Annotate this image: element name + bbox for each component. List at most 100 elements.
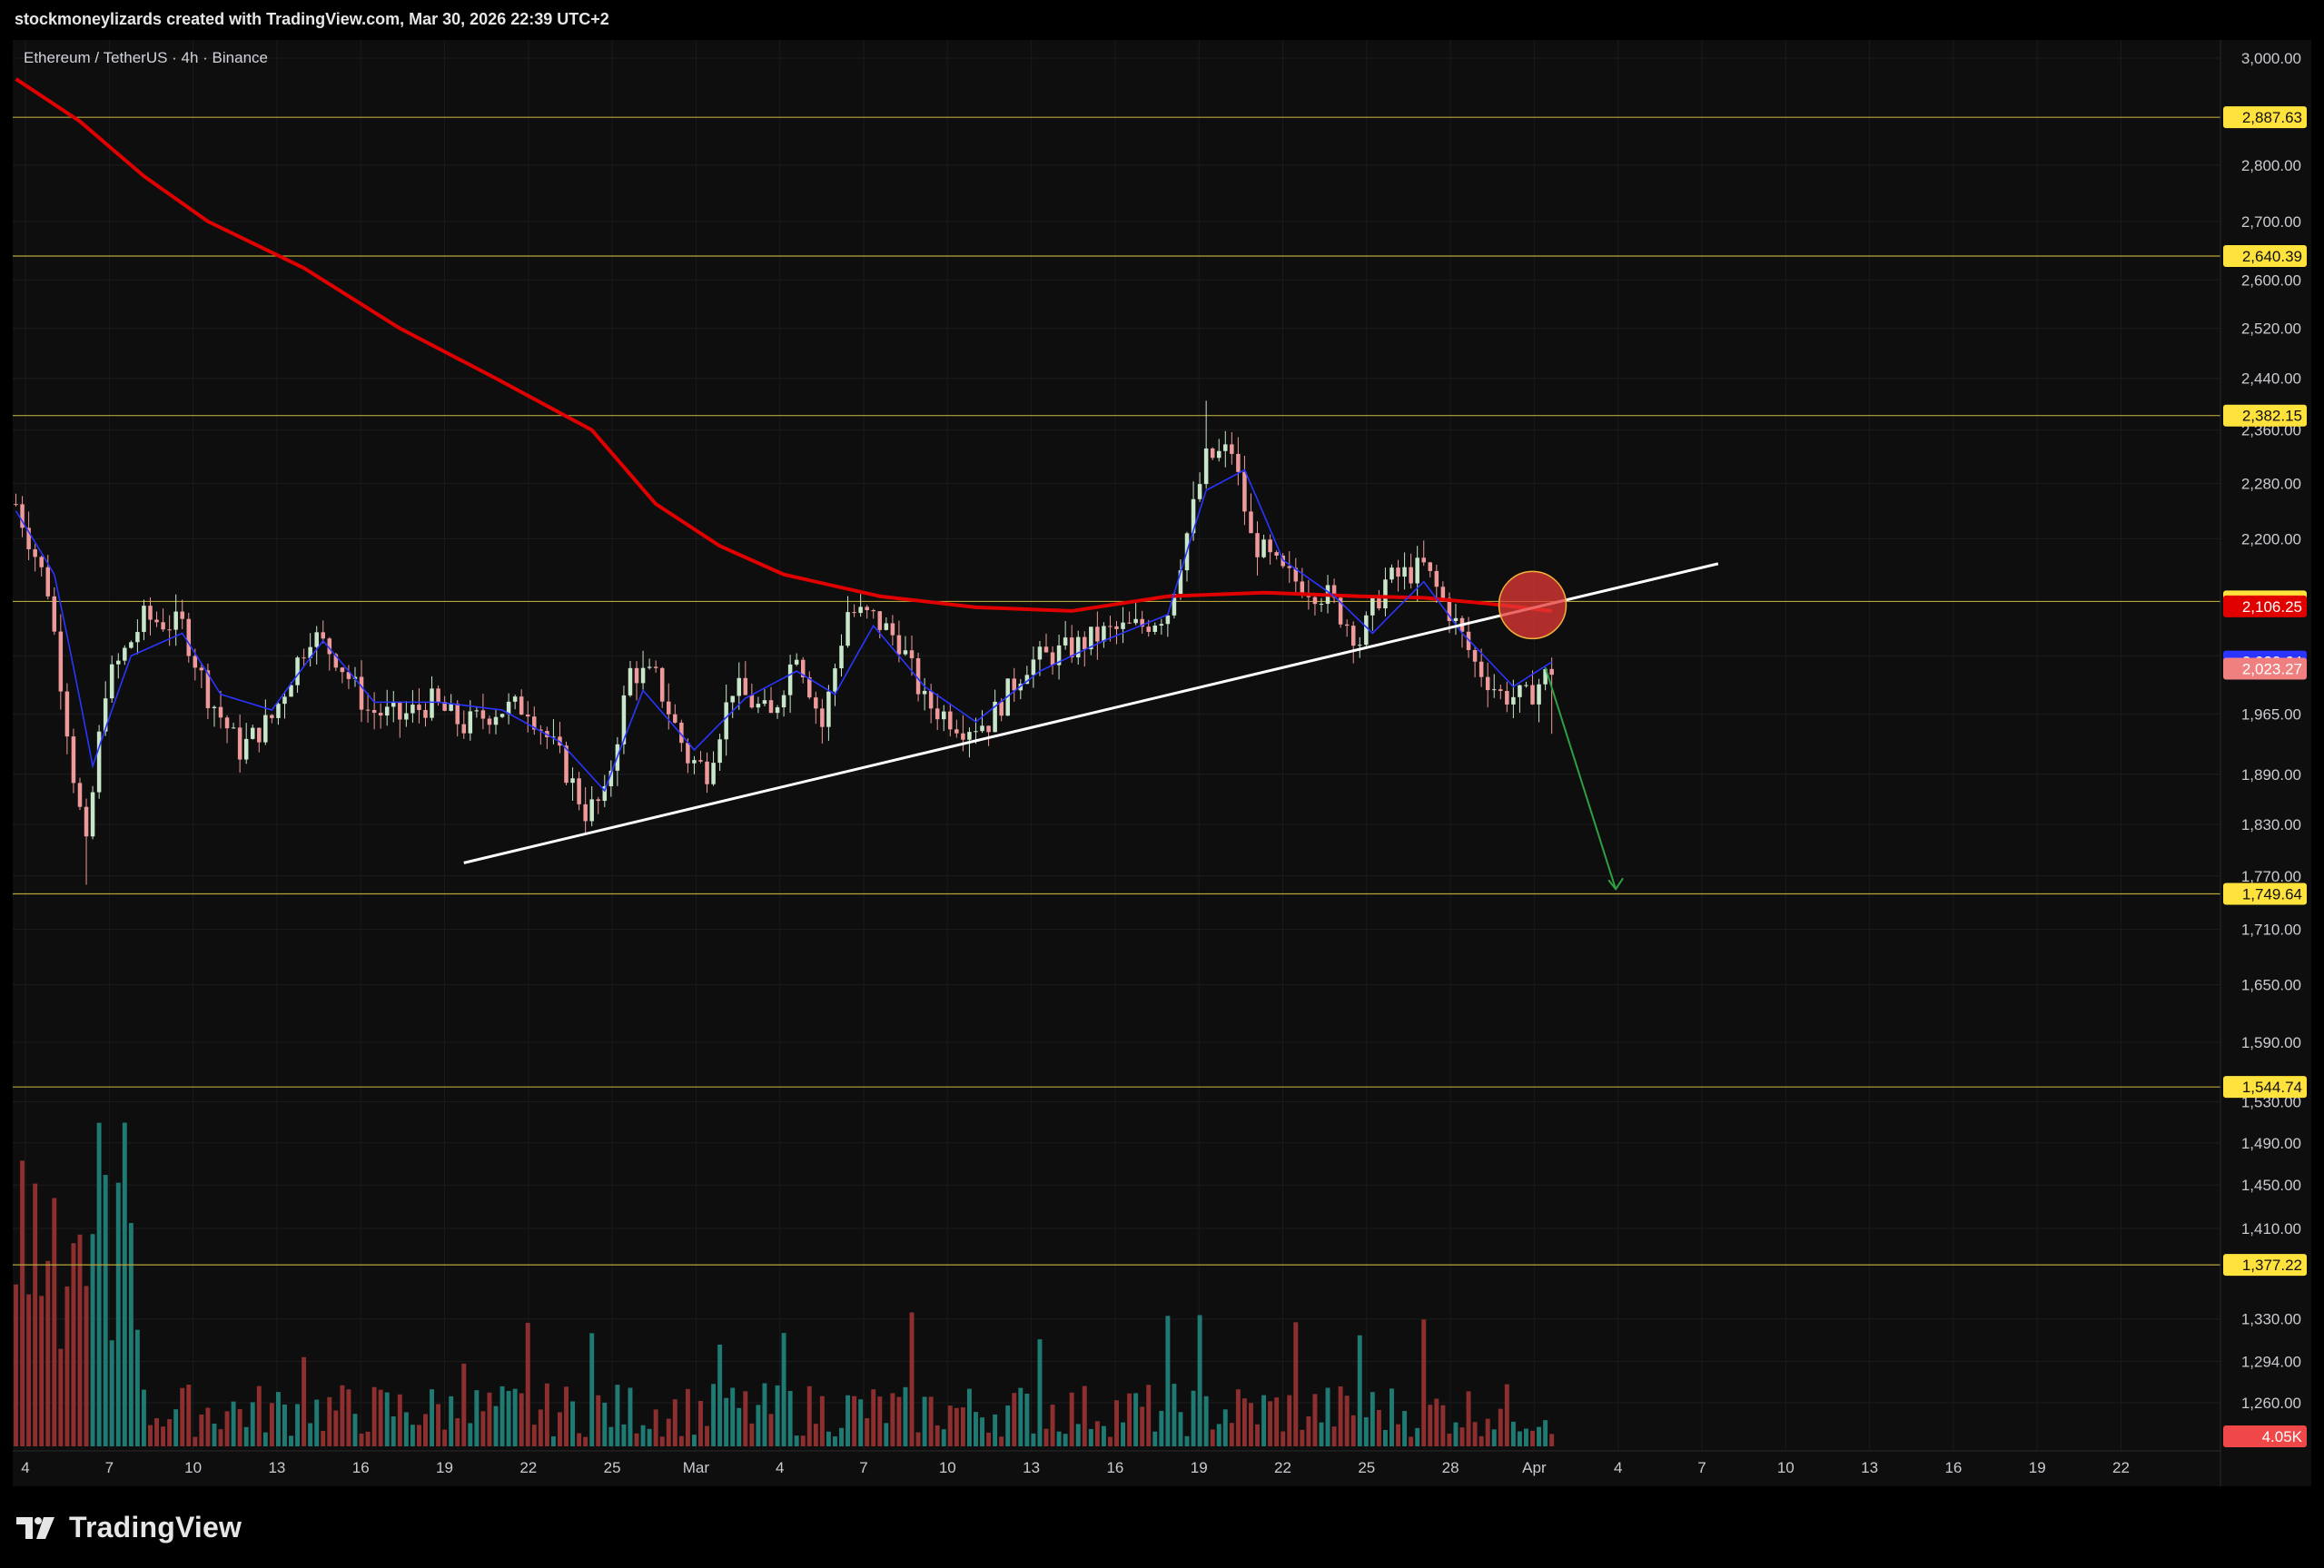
volume-bar	[1389, 1388, 1394, 1446]
volume-bar	[1184, 1435, 1190, 1446]
volume-bar	[103, 1175, 108, 1446]
candle-body	[474, 710, 480, 712]
candle-body	[289, 685, 293, 697]
rejection-highlight-circle[interactable]	[1498, 570, 1567, 640]
candle-body	[602, 785, 608, 802]
candle-body	[167, 629, 172, 631]
volume-bar	[570, 1401, 576, 1446]
volume-bar	[1409, 1436, 1414, 1446]
volume-bar	[84, 1286, 89, 1446]
price-tick-label: 1,490.00	[2241, 1135, 2301, 1152]
candle-body	[468, 711, 473, 734]
candle-body	[756, 704, 761, 708]
candle-body	[103, 698, 108, 732]
candle-body	[173, 611, 178, 630]
candle-body	[148, 606, 153, 620]
candle-body	[941, 711, 946, 720]
candle-body	[1421, 557, 1426, 563]
candle-body	[1440, 587, 1446, 598]
volume-bar	[525, 1322, 530, 1446]
volume-tag-bg	[2223, 1425, 2307, 1447]
volume-bar	[717, 1344, 723, 1446]
volume-bar	[1249, 1403, 1253, 1446]
volume-bar	[1088, 1428, 1093, 1446]
candle-body	[327, 638, 332, 655]
projection-arrow-line[interactable]	[1544, 666, 1617, 890]
volume-bar	[340, 1385, 345, 1446]
candle-body	[39, 557, 44, 567]
candle-body	[980, 725, 984, 732]
time-tick-label: 10	[939, 1459, 956, 1476]
time-tick-label: 22	[1274, 1459, 1291, 1476]
volume-bar	[77, 1234, 83, 1446]
candle-body	[768, 700, 774, 714]
volume-bar	[550, 1436, 556, 1446]
candle-body	[839, 646, 844, 669]
candle-body	[1223, 444, 1228, 451]
candle-body	[423, 710, 428, 718]
volume-bar	[262, 1432, 268, 1446]
volume-bar	[1235, 1389, 1241, 1446]
volume-bar	[173, 1409, 179, 1446]
volume-bar	[45, 1260, 51, 1446]
volume-bar	[314, 1399, 320, 1446]
candle-body	[1114, 626, 1119, 629]
level-price-tag: 2,640.39	[2242, 248, 2302, 265]
candle-body	[442, 702, 447, 711]
level-price-tag-bg	[2223, 1254, 2307, 1277]
volume-bar	[608, 1426, 614, 1446]
volume-bar	[275, 1392, 281, 1446]
volume-bar	[922, 1396, 927, 1446]
volume-bar	[487, 1392, 492, 1446]
candle-body	[250, 727, 255, 739]
time-tick-label: 25	[604, 1459, 621, 1476]
candle-body	[1428, 562, 1433, 571]
volume-bar	[480, 1411, 486, 1446]
candle-body	[1364, 615, 1369, 646]
volume-bar	[154, 1417, 160, 1446]
candle-body	[539, 729, 543, 732]
candle-body	[1466, 631, 1471, 650]
candle-body	[1165, 615, 1171, 625]
candle-body	[64, 691, 70, 737]
volume-bar	[1396, 1424, 1401, 1446]
volume-bar	[39, 1296, 45, 1446]
candle-body	[1358, 645, 1362, 646]
candle-body	[1274, 552, 1279, 556]
candle-body	[116, 660, 121, 665]
candle-body	[922, 690, 927, 695]
volume-bar	[698, 1400, 703, 1446]
volume-bar	[1146, 1385, 1152, 1446]
candle-body	[193, 656, 198, 668]
current-value-tag: 2,023.27	[2242, 660, 2302, 677]
candle-body	[1268, 539, 1272, 553]
volume-bar	[346, 1389, 351, 1446]
level-price-tag-bg	[2223, 106, 2307, 129]
candle-body	[436, 688, 440, 703]
volume-bar	[794, 1435, 799, 1446]
candle-body	[1409, 567, 1413, 584]
volume-bar	[1107, 1436, 1113, 1446]
candle-body	[20, 504, 25, 528]
volume-bar	[1069, 1392, 1074, 1446]
candle-body	[1511, 696, 1516, 705]
candle-body	[807, 676, 812, 698]
time-tick-label: 4	[1614, 1459, 1622, 1476]
volume-bar	[1165, 1316, 1171, 1446]
volume-bar	[58, 1348, 64, 1446]
time-tick-label: 4	[21, 1459, 29, 1476]
brand-name: TradingView	[69, 1510, 242, 1543]
time-tick-label: 16	[352, 1459, 370, 1476]
candle-body	[717, 739, 722, 764]
candle-body	[1056, 645, 1062, 666]
candle-body	[1043, 646, 1049, 653]
price-tick-label: 3,000.00	[2241, 50, 2301, 67]
time-tick-label: 19	[436, 1459, 453, 1476]
volume-bar	[1517, 1431, 1522, 1446]
candle-body	[1478, 661, 1484, 677]
volume-bar	[832, 1436, 837, 1446]
volume-bar	[1459, 1427, 1465, 1446]
candle-body	[384, 706, 390, 716]
candle-body	[129, 642, 134, 648]
